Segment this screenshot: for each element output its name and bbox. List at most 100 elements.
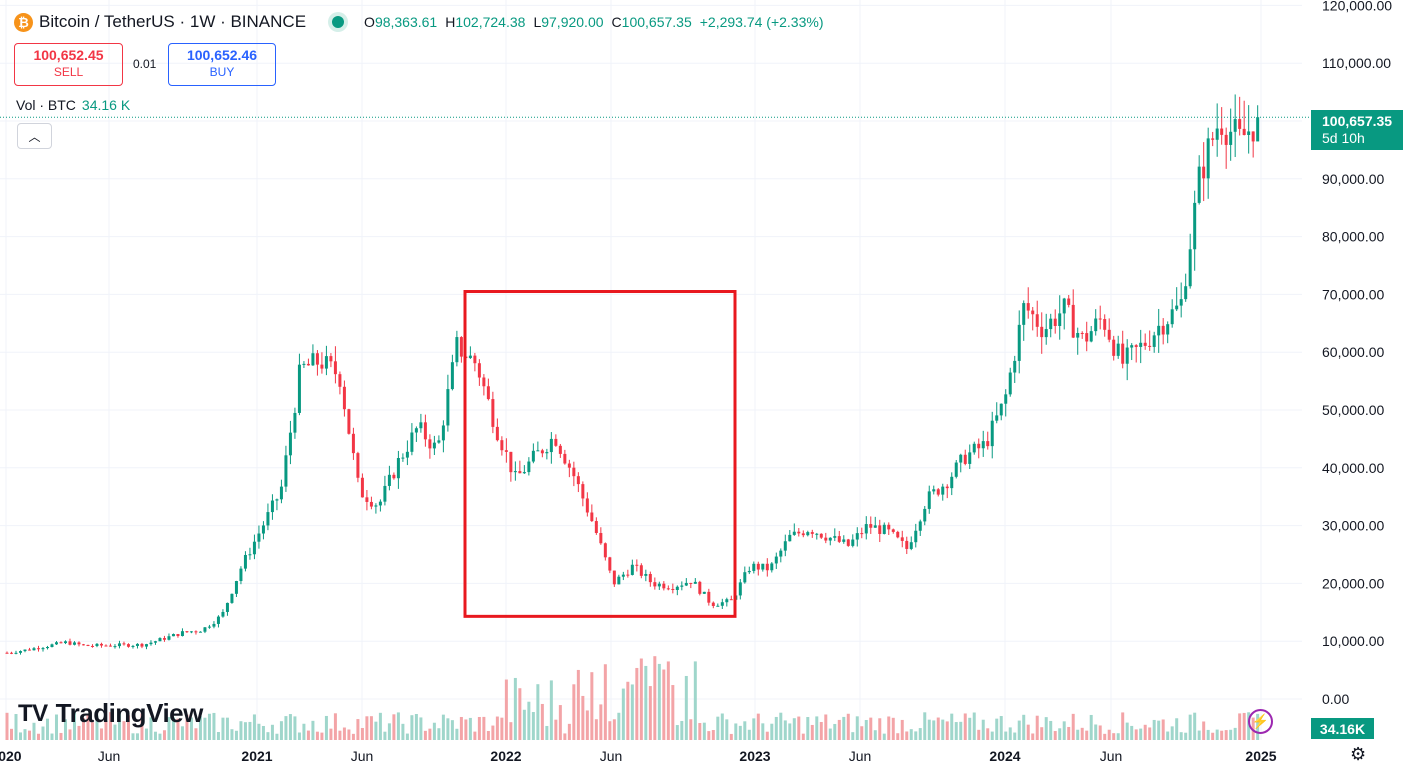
candle-body [153,641,157,643]
bolt-icon[interactable]: ⚡ [1248,709,1273,734]
time-tick-label: 2024 [989,748,1020,764]
price-tick-label: 0.00 [1322,691,1349,707]
candle-body [491,399,495,427]
volume-bar [302,723,306,740]
volume-bar [77,725,81,740]
candle-body [1040,326,1044,338]
candle-body [383,485,387,502]
candle-body [441,425,445,441]
candle-body [1035,314,1039,327]
candle-body [873,525,877,528]
volume-bar [311,720,315,740]
volume-bar [248,721,252,740]
volume-bar [81,718,85,740]
volume-bar [711,730,715,740]
candle-body [207,626,211,628]
candle-body [1076,332,1080,338]
candle-body [329,356,333,362]
candle-body [923,508,927,522]
gear-icon[interactable]: ⚙ [1350,744,1367,764]
volume-bar [833,723,837,740]
time-axis[interactable]: 2020 Jun 2021 Jun 2022 Jun 2023 Jun 2024 Jun 2025 [0,748,1277,764]
volume-bar [905,731,909,740]
candle-body [671,588,675,590]
volume-bar [743,721,747,740]
volume-bar [1134,729,1138,740]
volume-bar [572,684,576,740]
volume-bar [338,730,342,740]
volume-bar [1094,724,1098,740]
candle-body [950,476,954,489]
volume-bar [113,724,117,740]
volume-bar [68,729,72,740]
volume-bar [14,714,18,740]
volume-bar [9,728,13,740]
volume-bar [536,684,540,740]
volume-bar [1085,730,1089,740]
candle-body [1242,128,1246,135]
candle-body [230,593,234,603]
volume-bar [513,677,517,740]
candle-body [18,651,22,653]
candle-body [405,451,409,458]
volume-bar [1202,721,1206,740]
candle-body [1166,324,1170,335]
candle-body [320,364,324,369]
volume-bar [734,723,738,740]
price-axis[interactable]: 0.00 10,000.00 20,000.00 30,000.00 40,000.00… [1322,0,1392,707]
volume-bar [419,717,423,740]
candle-body [1206,138,1210,179]
symbol-title[interactable]: Bitcoin / TetherUS · 1W · BINANCE [39,12,307,31]
volume-bar [378,712,382,740]
candle-body [779,550,783,557]
volume-legend[interactable]: Vol · BTC 34.16 K [16,97,130,113]
candle-body [5,652,9,654]
volume-bar [270,724,274,740]
candle-body [833,536,837,538]
candle-body [513,471,517,473]
candle-body [1215,128,1219,140]
candle-body [369,501,373,507]
volume-bar [599,704,603,740]
volume-bar [1062,721,1066,740]
candle-body [689,582,693,584]
candle-body [1098,318,1102,320]
candle-body [666,588,670,590]
volume-bar [1067,726,1071,740]
symbol-header: ₿ Bitcoin / TetherUS · 1W · BINANCE O98,… [14,12,824,32]
volume-bar [1004,731,1008,740]
volume-bar [567,723,571,740]
candle-body [720,602,724,606]
candle-body [1107,329,1111,340]
volume-bar [819,721,823,740]
volume-bar [666,661,670,740]
volume-bar [347,729,351,740]
volume-bar [675,725,679,740]
sell-button[interactable]: 100,652.45 SELL [14,43,123,86]
candle-body [959,454,963,463]
volume-bar [981,719,985,740]
candle-body [1202,166,1206,179]
volume-bar [5,712,9,740]
candle-body [1211,138,1215,140]
candle-body [554,438,558,446]
highlight-box [463,290,737,618]
candle-body [549,438,553,453]
tradingview-logo[interactable]: TV TradingView [18,698,203,729]
candle-body [180,631,184,637]
change-value: +2,293.74 (+2.33%) [699,14,824,30]
volume-bar [396,712,400,740]
candle-body [900,537,904,541]
candle-body [590,512,594,522]
last-price-tag: 100,657.35 5d 10h [1311,110,1403,150]
candle-body [815,533,819,535]
volume-bar [230,729,234,740]
volume-bar [59,732,63,740]
volume-bar [932,720,936,740]
volume-bar [423,730,427,740]
collapse-legend-button[interactable]: ︿ [17,123,52,149]
candle-body [279,486,283,500]
buy-button[interactable]: 100,652.46 BUY [168,43,276,86]
candle-body [275,499,279,501]
